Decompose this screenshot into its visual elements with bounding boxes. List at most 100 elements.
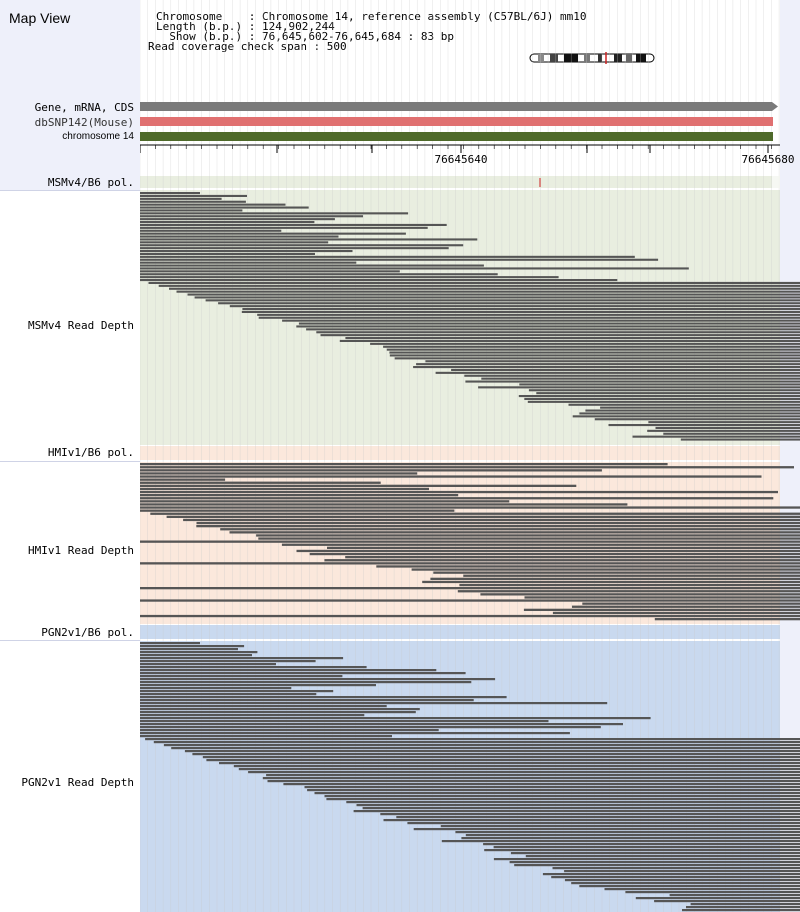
track-label-dbsnp: dbSNP142(Mouse) — [34, 116, 134, 129]
chromosome-track-bar[interactable] — [140, 132, 773, 141]
genome-track-canvas[interactable]: 76645640 76645680 — [140, 0, 800, 912]
read-bar — [140, 484, 577, 487]
read-bar — [140, 255, 635, 258]
read-bar — [480, 593, 800, 596]
read-bar — [518, 395, 800, 398]
read-bar — [140, 276, 559, 279]
read-bar — [441, 840, 800, 843]
read-bar — [258, 316, 800, 319]
read-bar — [140, 258, 659, 261]
read-bar — [140, 250, 353, 253]
read-bar — [140, 693, 317, 696]
read-bar — [585, 409, 800, 412]
msmv4-pol-label: MSMv4/B6 pol. — [47, 176, 134, 189]
read-bar — [394, 357, 800, 360]
read-bar — [140, 279, 618, 282]
read-bar — [582, 602, 800, 605]
read-bar — [140, 273, 498, 276]
read-bar — [552, 611, 800, 615]
read-bar — [140, 705, 387, 708]
read-bar — [196, 525, 800, 528]
read-bar — [140, 726, 601, 729]
read-bar — [564, 879, 800, 882]
read-bar — [140, 663, 276, 666]
section-divider — [0, 190, 140, 191]
ruler-label-76645640: 76645640 — [435, 153, 488, 166]
info-length: Length (b.p.) : 124,902,244 — [156, 20, 335, 33]
read-bar — [202, 756, 800, 759]
read-bar — [686, 906, 800, 909]
ruler-ticks — [140, 145, 772, 153]
gene-track-bar[interactable] — [140, 102, 772, 111]
read-bar — [690, 903, 800, 906]
read-bar — [262, 777, 800, 780]
read-bar — [248, 771, 800, 774]
read-bar — [579, 885, 800, 888]
read-bar — [551, 876, 800, 879]
read-bar — [257, 313, 800, 316]
read-bar — [140, 648, 238, 651]
read-bar — [669, 894, 800, 897]
read-bar — [140, 241, 329, 244]
read-bar — [416, 363, 800, 366]
read-bar — [140, 218, 335, 221]
read-bar — [281, 543, 800, 546]
read-bar — [654, 618, 800, 621]
read-bar — [514, 864, 800, 867]
read-bar — [461, 837, 800, 840]
read-bar — [140, 699, 474, 702]
read-bar — [220, 528, 800, 531]
read-bar — [140, 717, 651, 720]
read-bar — [140, 215, 363, 218]
read-bar — [140, 264, 484, 267]
read-alignments — [140, 192, 800, 912]
read-bar — [140, 723, 623, 726]
read-bar — [140, 261, 357, 264]
read-bar — [465, 380, 800, 383]
read-bar — [171, 747, 800, 750]
read-bar — [608, 424, 800, 427]
read-bar — [184, 750, 800, 753]
read-bar — [140, 562, 800, 565]
read-bar — [296, 549, 800, 553]
read-bar — [140, 660, 316, 663]
read-bar — [140, 720, 549, 723]
read-bar — [140, 229, 282, 232]
read-bar — [370, 342, 800, 345]
read-bar — [528, 389, 800, 392]
read-bar — [140, 708, 420, 711]
read-bar — [140, 678, 496, 681]
read-bar — [383, 345, 800, 348]
read-bar — [493, 846, 800, 849]
read-bar — [663, 432, 800, 435]
read-bar — [140, 192, 200, 195]
read-bar — [266, 774, 800, 777]
read-bar — [484, 849, 800, 852]
read-bar — [140, 200, 246, 203]
read-bar — [389, 354, 800, 357]
read-bar — [187, 293, 800, 296]
read-bar — [229, 305, 800, 308]
read-bar — [647, 429, 800, 432]
read-bar — [140, 247, 449, 250]
chromosome-ideogram[interactable] — [528, 52, 656, 64]
read-bar — [339, 339, 800, 342]
read-bar — [440, 825, 800, 828]
read-bar — [140, 472, 418, 475]
read-bar — [523, 608, 800, 611]
read-bar — [140, 226, 428, 229]
read-bar — [140, 232, 406, 235]
dbsnp-track-bar[interactable] — [140, 117, 773, 126]
read-bar — [682, 909, 800, 912]
read-bar — [163, 744, 800, 747]
read-bar — [148, 281, 800, 284]
read-bar — [140, 238, 478, 241]
read-bar — [314, 792, 800, 795]
read-bar — [140, 702, 608, 705]
read-bar — [140, 503, 628, 506]
read-bar — [140, 587, 800, 590]
read-bar — [298, 322, 800, 325]
read-bar — [233, 765, 800, 768]
read-bar — [267, 780, 800, 783]
